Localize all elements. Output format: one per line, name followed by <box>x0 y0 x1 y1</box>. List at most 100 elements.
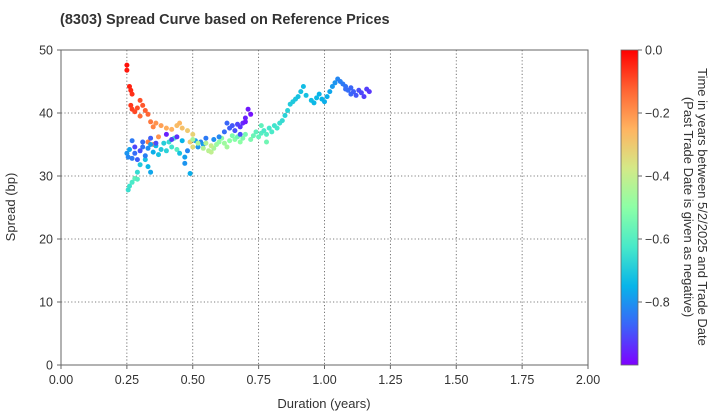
data-point <box>237 124 243 130</box>
data-point <box>329 84 335 89</box>
data-point <box>227 138 233 144</box>
data-point <box>216 134 222 140</box>
data-point <box>366 89 372 95</box>
colorbar-tick-label: −0.4 <box>645 170 670 184</box>
data-point <box>137 162 143 168</box>
data-point <box>140 144 146 150</box>
data-point <box>190 137 196 142</box>
data-point <box>248 111 254 117</box>
data-point <box>187 171 193 176</box>
data-point <box>150 124 156 130</box>
data-point <box>324 94 330 100</box>
data-point <box>264 139 269 145</box>
data-point <box>248 137 254 142</box>
data-point <box>261 128 267 134</box>
data-point <box>161 140 167 146</box>
data-point <box>240 135 246 141</box>
data-point <box>153 120 159 126</box>
data-point <box>137 97 143 103</box>
data-point <box>266 125 272 131</box>
data-point <box>163 125 169 131</box>
data-point <box>129 138 135 144</box>
data-point <box>125 154 131 160</box>
data-point <box>250 133 256 139</box>
colorbar-label-line1: Time in years between 5/2/2025 and Trade… <box>695 68 710 346</box>
x-tick-label: 1.00 <box>312 373 336 387</box>
data-point <box>285 108 291 113</box>
x-tick-label: 0.00 <box>49 373 73 387</box>
data-point <box>137 113 143 119</box>
data-point <box>332 80 338 86</box>
data-point <box>174 147 180 152</box>
y-axis: 0 10 20 30 40 50 <box>39 44 61 373</box>
y-tick-label: 50 <box>39 44 53 58</box>
colorbar-tick-label: −0.6 <box>645 233 670 247</box>
data-point <box>134 105 140 111</box>
data-point <box>142 157 148 163</box>
data-point <box>211 137 217 142</box>
data-point <box>242 131 248 137</box>
colorbar-tick-label: −0.8 <box>645 296 670 310</box>
data-point <box>169 137 175 142</box>
data-point <box>237 131 243 137</box>
colorbar <box>620 49 639 366</box>
data-point <box>142 108 148 113</box>
data-point <box>177 150 183 156</box>
data-point <box>174 134 180 140</box>
data-point <box>142 153 148 159</box>
data-point <box>282 113 288 118</box>
x-tick-label: 1.75 <box>510 373 534 387</box>
data-point <box>150 149 156 155</box>
x-axis: 0.00 0.25 0.50 0.75 1.00 1.25 1.50 1.75 2.00 <box>49 365 600 387</box>
data-point <box>300 84 306 89</box>
data-point <box>195 140 201 146</box>
y-tick-label: 0 <box>46 359 53 373</box>
data-point <box>128 102 134 108</box>
data-point <box>179 138 185 144</box>
y-tick-label: 20 <box>39 233 53 247</box>
data-point <box>182 154 188 160</box>
y-tick-label: 40 <box>39 107 53 121</box>
data-point <box>316 91 322 97</box>
data-point <box>242 119 248 125</box>
data-point <box>140 139 146 145</box>
data-point <box>311 100 317 106</box>
data-point <box>361 94 367 100</box>
data-point <box>124 67 130 73</box>
data-point <box>295 94 301 100</box>
data-point <box>137 148 143 154</box>
data-point <box>348 85 354 91</box>
x-tick-label: 1.50 <box>444 373 468 387</box>
data-point <box>253 129 259 135</box>
data-point <box>208 149 214 155</box>
scatter-points <box>124 62 372 193</box>
data-point <box>148 142 154 147</box>
data-point <box>195 144 201 150</box>
data-point <box>351 89 356 95</box>
data-point <box>203 135 209 141</box>
data-point <box>314 95 320 101</box>
data-point <box>158 147 164 152</box>
data-point <box>182 160 188 166</box>
data-point <box>134 176 140 182</box>
colorbar-axis: 0.0 −0.2 −0.4 −0.6 −0.8 <box>638 44 670 310</box>
data-point <box>185 148 190 154</box>
data-point <box>125 187 131 193</box>
data-point <box>216 139 222 145</box>
data-point <box>224 120 230 126</box>
data-point <box>245 106 251 112</box>
data-point <box>132 144 138 150</box>
data-point <box>256 134 262 140</box>
data-point <box>129 179 135 185</box>
data-point <box>237 139 243 145</box>
data-point <box>132 150 138 156</box>
data-point <box>169 144 175 150</box>
data-point <box>232 128 238 134</box>
data-point <box>190 131 196 137</box>
data-point <box>129 91 135 97</box>
data-point <box>132 109 138 115</box>
data-point <box>145 145 151 151</box>
data-point <box>163 131 169 137</box>
data-point <box>303 92 309 98</box>
